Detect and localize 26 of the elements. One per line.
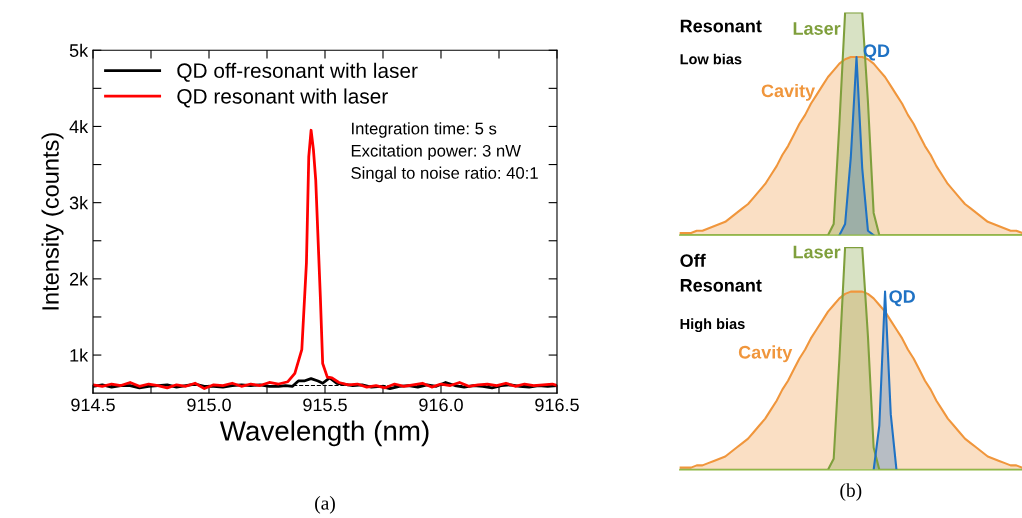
text: Low bias [680,53,742,65]
y-axis-title: Intensity (counts) [41,133,64,310]
legend-label: QD off-resonant with laser [177,62,418,82]
y-tick-label: 5k [69,43,89,57]
x-tick-label: 915.0 [187,398,231,412]
y-tick-label: 2k [69,272,89,286]
text: High bias [680,318,745,333]
text: (a) [315,496,335,514]
x-tick-label: 916.5 [535,398,579,412]
series-label: QD [889,290,915,307]
text: Off Resonant [680,253,762,292]
text: (b) [840,483,862,501]
x-tick-label: 916.0 [419,398,463,412]
series-label: Cavity [738,345,793,363]
series-label: Laser [793,245,841,259]
series-label: Laser [793,22,841,35]
series-label: Cavity [761,83,816,101]
legend-label: QD resonant with laser [177,88,388,108]
y-tick-label: 3k [69,196,89,210]
x-axis-title: Wavelength (nm) [219,420,429,447]
x-tick-label: 915.5 [303,398,347,412]
y-tick-label: 1k [70,348,89,362]
chart-title: Resonant [680,19,762,33]
y-tick-label: 4k [69,119,89,133]
annotation: Integration time: 5 s Excitation power: 3 nW Singal to noise ratio: 40:1 [351,122,538,183]
x-tick-label: 914.5 [71,398,115,412]
